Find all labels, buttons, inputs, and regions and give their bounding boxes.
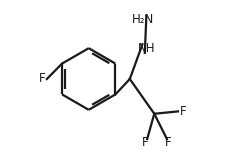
Text: F: F: [39, 73, 45, 85]
Text: F: F: [179, 105, 185, 118]
Text: F: F: [165, 136, 171, 149]
Text: H₂N: H₂N: [131, 13, 154, 26]
Text: NH: NH: [137, 42, 154, 55]
Text: F: F: [141, 136, 148, 149]
